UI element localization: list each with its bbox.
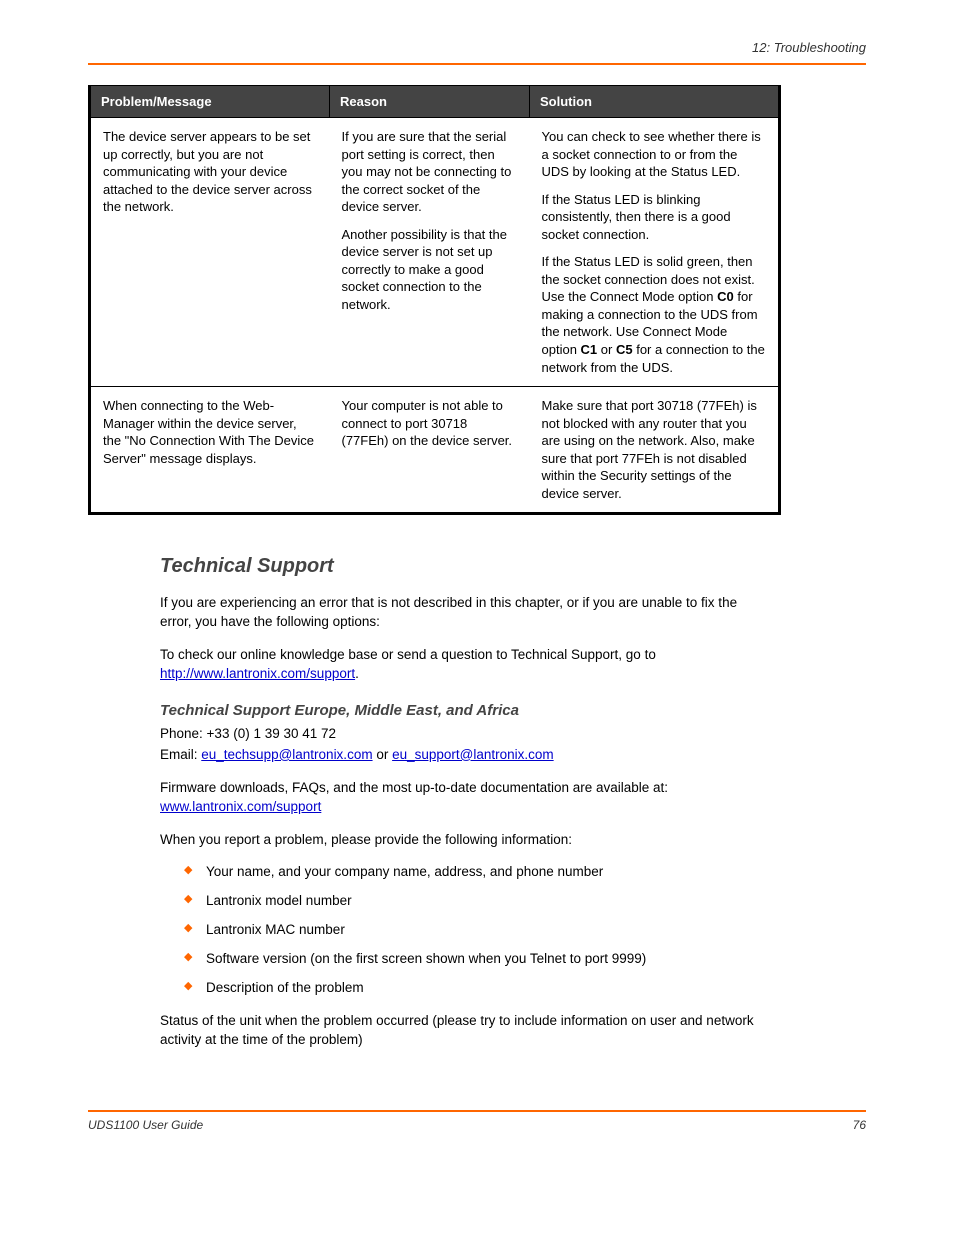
list-item: Your name, and your company name, addres…	[184, 863, 760, 882]
troubleshooting-table: Problem/Message Reason Solution The devi…	[88, 85, 781, 515]
solution-paragraph: If the Status LED is solid green, then t…	[542, 253, 767, 376]
support-online-para: To check our online knowledge base or se…	[160, 646, 760, 684]
footer-row: UDS1100 User Guide 76	[88, 1112, 866, 1132]
list-item: Lantronix MAC number	[184, 921, 760, 940]
support-phone-line: Phone: +33 (0) 1 39 30 41 72	[160, 725, 760, 744]
support-intro: If you are experiencing an error that is…	[160, 594, 760, 632]
support-email-link-1[interactable]: eu_techsupp@lantronix.com	[201, 747, 372, 762]
cell-problem: When connecting to the Web-Manager withi…	[90, 387, 330, 514]
table-header-row: Problem/Message Reason Solution	[90, 86, 780, 118]
list-item: Lantronix model number	[184, 892, 760, 911]
solution-paragraph: You can check to see whether there is a …	[542, 128, 767, 181]
email-label: Email:	[160, 747, 201, 762]
reason-paragraph: If you are sure that the serial port set…	[342, 128, 518, 216]
cell-solution: You can check to see whether there is a …	[530, 118, 780, 387]
firmware-para: Firmware downloads, FAQs, and the most u…	[160, 779, 760, 817]
email-or: or	[373, 747, 393, 762]
list-item: Description of the problem	[184, 979, 760, 998]
list-item: Software version (on the first screen sh…	[184, 950, 760, 969]
table-header-solution: Solution	[530, 86, 780, 118]
status-para: Status of the unit when the problem occu…	[160, 1012, 760, 1050]
phone-label: Phone:	[160, 726, 207, 741]
table-row: The device server appears to be set up c…	[90, 118, 780, 387]
page-container: 12: Troubleshooting Problem/Message Reas…	[0, 0, 954, 1192]
footer-page-number: 76	[853, 1118, 866, 1132]
firmware-text: Firmware downloads, FAQs, and the most u…	[160, 780, 668, 795]
report-intro: When you report a problem, please provid…	[160, 831, 760, 850]
footer-left: UDS1100 User Guide	[88, 1118, 203, 1132]
cell-reason: Your computer is not able to connect to …	[330, 387, 530, 514]
phone-number: +33 (0) 1 39 30 41 72	[207, 726, 336, 741]
header-chapter-text: 12: Troubleshooting	[88, 40, 866, 55]
content-block: Technical Support If you are experiencin…	[160, 555, 760, 1049]
table-row: When connecting to the Web-Manager withi…	[90, 387, 780, 514]
support-online-link[interactable]: http://www.lantronix.com/support	[160, 666, 355, 681]
sub-title-europe: Technical Support Europe, Middle East, a…	[160, 702, 760, 719]
cell-problem: The device server appears to be set up c…	[90, 118, 330, 387]
support-email-link-2[interactable]: eu_support@lantronix.com	[392, 747, 554, 762]
table-header-reason: Reason	[330, 86, 530, 118]
cell-reason: If you are sure that the serial port set…	[330, 118, 530, 387]
table-header-problem: Problem/Message	[90, 86, 330, 118]
section-title-tech-support: Technical Support	[160, 555, 760, 578]
header-rule	[88, 63, 866, 65]
cell-solution: Make sure that port 30718 (77FEh) is not…	[530, 387, 780, 514]
report-bullet-list: Your name, and your company name, addres…	[184, 863, 760, 997]
firmware-link[interactable]: www.lantronix.com/support	[160, 799, 321, 814]
support-email-line: Email: eu_techsupp@lantronix.com or eu_s…	[160, 746, 760, 765]
reason-paragraph: Another possibility is that the device s…	[342, 226, 518, 314]
solution-paragraph: If the Status LED is blinking consistent…	[542, 191, 767, 244]
support-online-text: To check our online knowledge base or se…	[160, 647, 656, 662]
